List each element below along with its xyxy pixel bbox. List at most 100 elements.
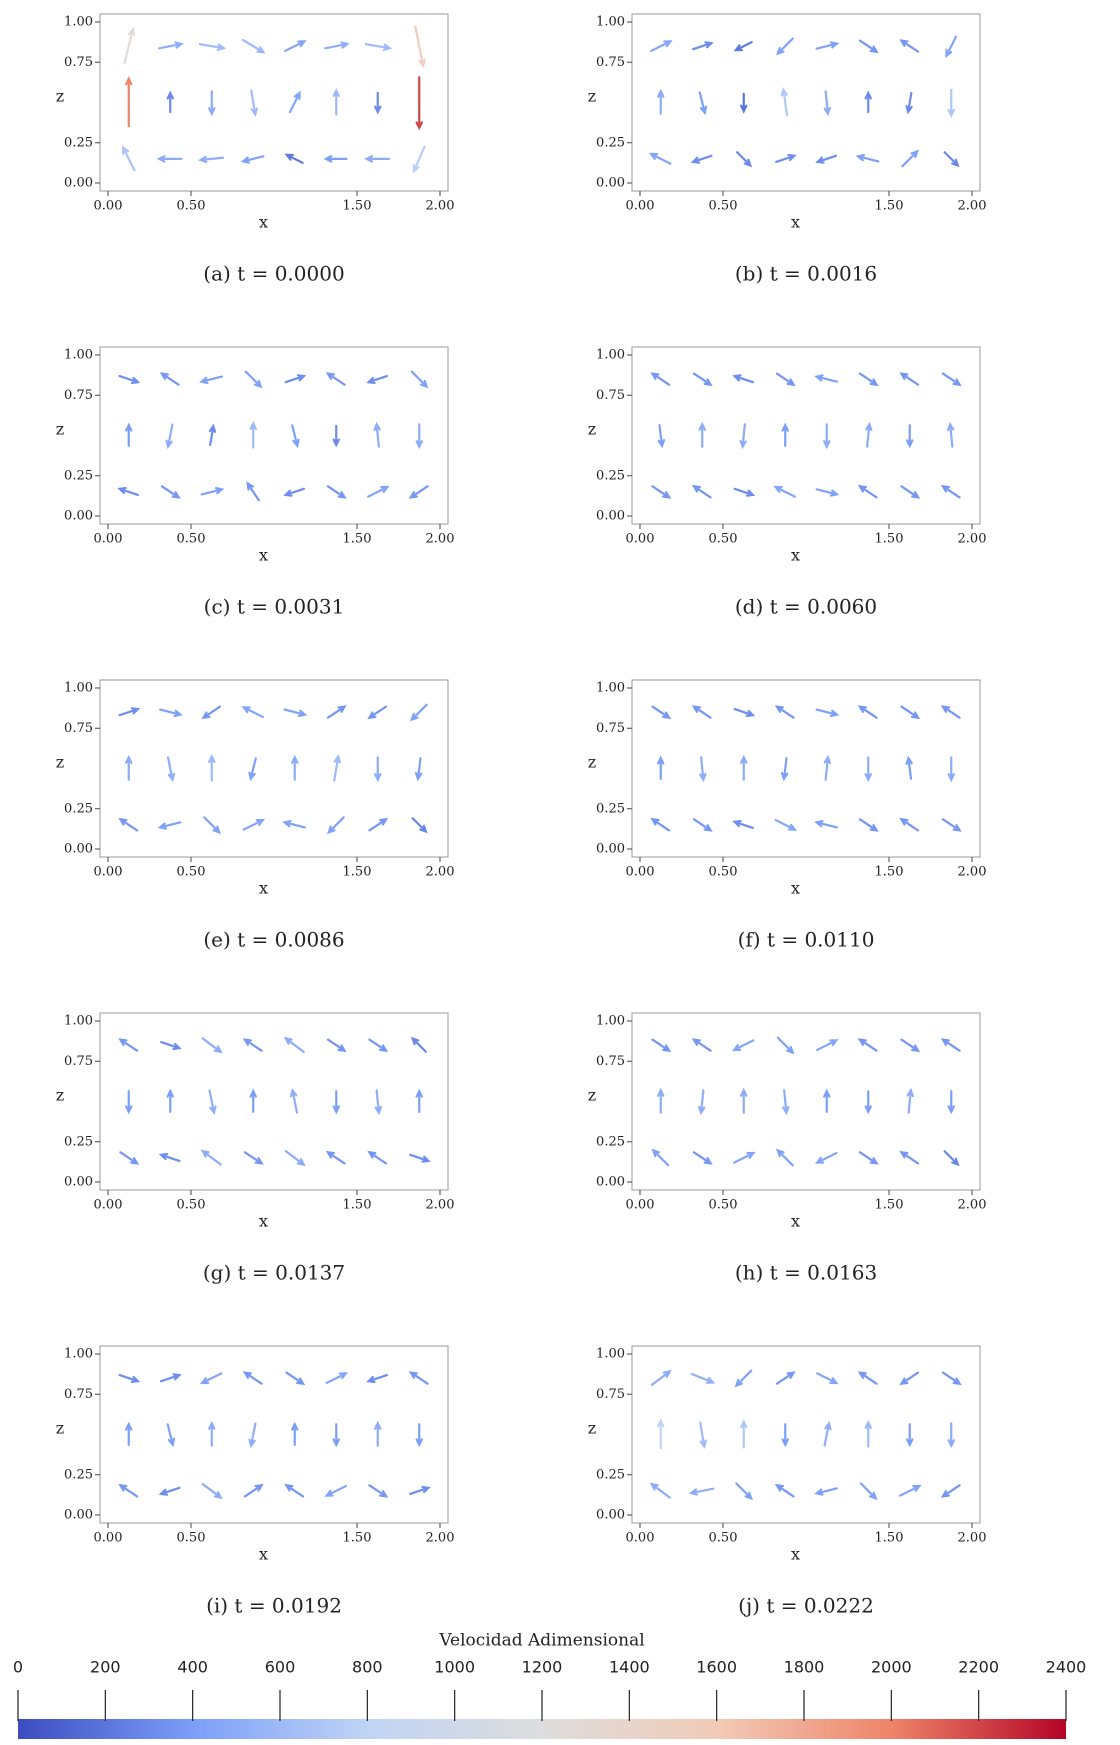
- y-tick-label: 1.00: [64, 15, 93, 30]
- x-tick-label: 2.00: [426, 1531, 455, 1546]
- y-tick-label: 0.00: [64, 176, 93, 191]
- caption: (h) t = 0.0163: [735, 1261, 877, 1285]
- colorbar-tick-label: 1000: [434, 1658, 475, 1677]
- y-tick-label: 1.00: [596, 681, 625, 696]
- x-tick-label: 0.50: [177, 1198, 206, 1213]
- colorbar-tick-label: 400: [177, 1658, 208, 1677]
- page: 0.00 0.50 1.50 2.00 0.00 0.25 0.75 1.00 x z (a) t …: [0, 0, 1120, 1745]
- y-tick-label: 1.00: [64, 1014, 93, 1029]
- y-tick-label: 0.75: [64, 1054, 93, 1069]
- y-tick-label: 0.25: [64, 135, 93, 150]
- y-tick-label: 1.00: [64, 1347, 93, 1362]
- x-tick-label: 0.50: [709, 865, 738, 880]
- colorbar-tick-label: 2200: [958, 1658, 999, 1677]
- y-tick-label: 0.25: [64, 801, 93, 816]
- y-tick-label: 1.00: [596, 1347, 625, 1362]
- plot-frame: [632, 347, 980, 524]
- y-axis-label: z: [56, 420, 64, 439]
- caption: (j) t = 0.0222: [738, 1594, 874, 1618]
- colorbar-tick-label: 1400: [609, 1658, 650, 1677]
- x-tick-label: 0.00: [626, 1198, 655, 1213]
- y-tick-label: 0.25: [596, 135, 625, 150]
- caption: (a) t = 0.0000: [203, 262, 344, 286]
- y-tick-label: 1.00: [64, 348, 93, 363]
- colorbar-tick-label: 600: [265, 1658, 296, 1677]
- x-tick-label: 1.50: [343, 1531, 372, 1546]
- x-axis-label: x: [259, 1212, 268, 1231]
- plot-frame: [100, 347, 448, 524]
- y-tick-label: 0.75: [596, 1054, 625, 1069]
- y-tick-label: 0.75: [64, 388, 93, 403]
- x-tick-label: 2.00: [426, 1198, 455, 1213]
- x-axis-label: x: [791, 213, 800, 232]
- x-tick-label: 1.50: [875, 532, 904, 547]
- colorbar-tick-label: 0: [13, 1658, 23, 1677]
- colorbar-tick-label: 1200: [522, 1658, 563, 1677]
- x-tick-label: 1.50: [875, 1531, 904, 1546]
- x-tick-label: 2.00: [426, 532, 455, 547]
- colorbar-tick-label: 1800: [784, 1658, 825, 1677]
- y-axis-label: z: [588, 1086, 596, 1105]
- x-tick-label: 0.00: [94, 865, 123, 880]
- plot-frame: [100, 14, 448, 191]
- x-tick-label: 0.50: [709, 1198, 738, 1213]
- plot-frame: [100, 1013, 448, 1190]
- x-axis-label: x: [259, 879, 268, 898]
- y-tick-label: 1.00: [596, 15, 625, 30]
- y-axis-label: z: [56, 87, 64, 106]
- colorbar-tick-label: 2000: [871, 1658, 912, 1677]
- y-tick-label: 0.75: [64, 1387, 93, 1402]
- y-tick-label: 0.25: [596, 1134, 625, 1149]
- x-tick-label: 2.00: [426, 865, 455, 880]
- y-tick-label: 0.25: [596, 1467, 625, 1482]
- y-tick-label: 0.25: [596, 468, 625, 483]
- y-tick-label: 0.25: [64, 468, 93, 483]
- colorbar: [18, 1719, 1066, 1739]
- colorbar-tick-label: 200: [90, 1658, 121, 1677]
- x-axis-label: x: [259, 213, 268, 232]
- x-tick-label: 0.00: [626, 199, 655, 214]
- plot-frame: [100, 680, 448, 857]
- plot-frame: [632, 680, 980, 857]
- y-axis-label: z: [56, 1086, 64, 1105]
- x-tick-label: 0.50: [177, 199, 206, 214]
- x-tick-label: 2.00: [958, 1198, 987, 1213]
- y-tick-label: 0.00: [596, 509, 625, 524]
- x-axis-label: x: [791, 1545, 800, 1564]
- y-tick-label: 0.00: [64, 509, 93, 524]
- y-tick-label: 0.75: [596, 388, 625, 403]
- y-tick-label: 0.75: [596, 1387, 625, 1402]
- y-tick-label: 0.00: [596, 1175, 625, 1190]
- x-tick-label: 2.00: [958, 199, 987, 214]
- x-tick-label: 2.00: [958, 1531, 987, 1546]
- y-tick-label: 0.00: [596, 176, 625, 191]
- y-axis-label: z: [588, 420, 596, 439]
- y-tick-label: 0.00: [64, 842, 93, 857]
- y-tick-label: 0.00: [64, 1508, 93, 1523]
- caption: (i) t = 0.0192: [206, 1594, 342, 1618]
- caption: (e) t = 0.0086: [203, 928, 344, 952]
- x-axis-label: x: [791, 546, 800, 565]
- caption: (b) t = 0.0016: [735, 262, 877, 286]
- y-tick-label: 0.75: [596, 55, 625, 70]
- y-tick-label: 0.25: [64, 1134, 93, 1149]
- x-tick-label: 1.50: [343, 865, 372, 880]
- y-tick-label: 1.00: [596, 348, 625, 363]
- x-tick-label: 0.00: [94, 532, 123, 547]
- y-axis-label: z: [588, 87, 596, 106]
- y-tick-label: 0.25: [64, 1467, 93, 1482]
- figure: 0.00 0.50 1.50 2.00 0.00 0.25 0.75 1.00 x z (a) t …: [0, 0, 1120, 1741]
- y-tick-label: 0.00: [596, 1508, 625, 1523]
- colorbar-tick-label: 2400: [1046, 1658, 1087, 1677]
- x-tick-label: 0.00: [626, 865, 655, 880]
- plot-frame: [632, 1346, 980, 1523]
- y-tick-label: 0.75: [64, 721, 93, 736]
- x-tick-label: 0.50: [177, 532, 206, 547]
- y-tick-label: 0.75: [596, 721, 625, 736]
- x-tick-label: 0.50: [709, 1531, 738, 1546]
- y-tick-label: 0.00: [596, 842, 625, 857]
- x-tick-label: 0.50: [177, 1531, 206, 1546]
- x-tick-label: 0.50: [709, 532, 738, 547]
- caption: (f) t = 0.0110: [738, 928, 875, 952]
- x-axis-label: x: [259, 1545, 268, 1564]
